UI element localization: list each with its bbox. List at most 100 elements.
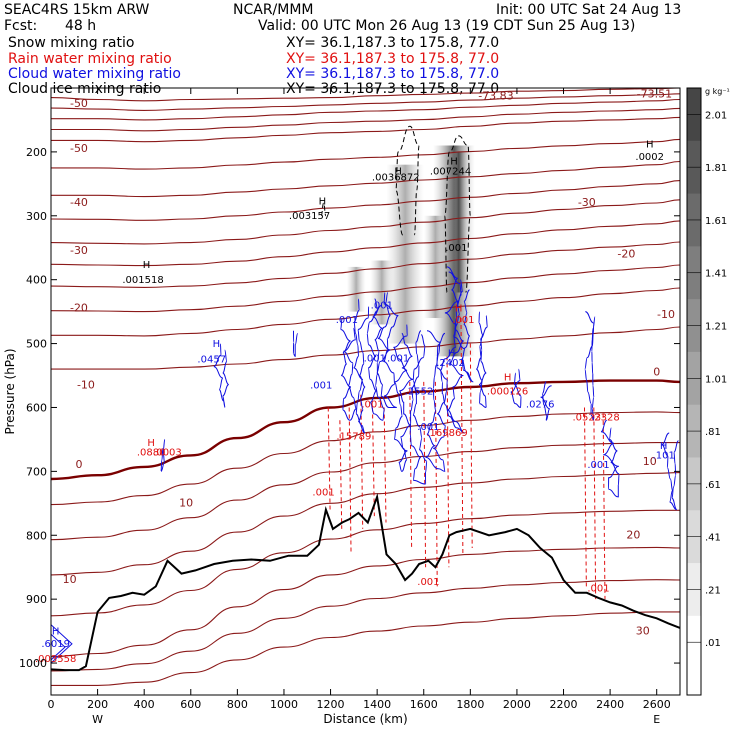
x-tick-label-8: 1600 xyxy=(410,698,438,711)
colorbar-frame xyxy=(686,87,702,696)
field-xy-cloud-ice: XY= 36.1,187.3 to 175.8, 77.0 xyxy=(286,81,500,97)
y-axis-label: Pressure (hPa) xyxy=(3,348,17,434)
rain-label-13: .001 xyxy=(417,577,439,588)
ice-label-6: H xyxy=(450,157,458,168)
cloud-label-16: .6019 xyxy=(41,639,70,650)
ice-label-4: H xyxy=(394,166,402,177)
isotherm-11 xyxy=(51,546,680,658)
forecast-hours: 48 h xyxy=(65,18,97,34)
temperature-contours xyxy=(51,88,680,686)
cloud-contour-0 xyxy=(340,317,357,421)
forecast-label: Fcst: xyxy=(4,18,38,34)
y-tick-label-4: 600 xyxy=(26,401,47,414)
init-time: Init: 00 UTC Sat 24 Aug 13 xyxy=(496,2,682,18)
field-name-snow: Snow mixing ratio xyxy=(8,35,135,51)
cloud-water-contours xyxy=(51,266,679,664)
isotherm-8 xyxy=(51,379,680,481)
rain-label-15: .003558 xyxy=(35,654,76,665)
rain-contours xyxy=(327,318,606,600)
snow-plume-2 xyxy=(449,151,469,293)
field-name-rain: Rain water mixing ratio xyxy=(8,51,172,67)
x-tick-label-12: 2400 xyxy=(596,698,624,711)
rain-shaft-9 xyxy=(446,356,450,568)
isotherm-9 xyxy=(51,411,680,506)
y-tick-label-6: 800 xyxy=(26,529,47,542)
y-tick-label-0: 200 xyxy=(26,146,47,159)
rain-label-6: .000126 xyxy=(487,387,528,398)
cloud-contour-8 xyxy=(453,279,474,383)
cloud-contour-9 xyxy=(475,311,488,408)
colorbar-label-10: .01 xyxy=(705,638,721,649)
rain-label-12: .001 xyxy=(312,488,334,499)
temp-label-3: -30 xyxy=(70,244,88,257)
cloud-label-15: H xyxy=(52,626,60,637)
cloud-label-5: .001 xyxy=(387,353,409,364)
isotherm-7 xyxy=(51,326,680,370)
rain-label-11: .0003 xyxy=(153,447,182,458)
cloud-label-10: .001 xyxy=(417,422,439,433)
model-name: SEAC4RS 15km ARW xyxy=(4,2,150,18)
temp-label-11: -10 xyxy=(657,308,675,321)
field-xy-cloud-water: XY= 36.1,187.3 to 175.8, 77.0 xyxy=(286,66,500,82)
temp-label-12: 0 xyxy=(653,366,660,379)
contour-labels: -50 -50 -40 -30 -20 -10 0 10 10 -30 -20 -10 0 10 20 30 -… xyxy=(35,88,675,665)
organization: NCAR/MMM xyxy=(233,2,314,18)
x-tick-label-2: 400 xyxy=(134,698,155,711)
cloud-contour-4 xyxy=(393,323,414,472)
rain-label-0: H xyxy=(455,304,463,315)
temp-label-1: -50 xyxy=(70,142,88,155)
cloud-contour-17 xyxy=(292,330,299,357)
isotherm-mid-11 xyxy=(51,579,680,672)
ice-label-0: H xyxy=(319,196,327,207)
rain-shaft-14 xyxy=(602,413,606,600)
isotherm-mid-1 xyxy=(51,107,680,132)
cloud-contour-7 xyxy=(439,266,466,434)
cloud-label-2: H xyxy=(213,339,221,350)
cloud-contour-14 xyxy=(661,432,679,511)
temp-label-5: -10 xyxy=(77,378,95,391)
rain-shaft-0 xyxy=(327,407,331,510)
isotherm-6 xyxy=(51,287,680,337)
ice-contour-0 xyxy=(395,125,420,236)
temp-label-4: -20 xyxy=(70,302,88,315)
rain-shaft-4 xyxy=(371,407,375,517)
rain-shaft-3 xyxy=(360,394,364,529)
temp-label-0: -50 xyxy=(70,97,88,110)
isotherm-3 xyxy=(51,160,680,198)
plot-frame xyxy=(50,87,681,696)
isotherm-mid-4 xyxy=(51,220,680,267)
ice-contour-1 xyxy=(444,135,471,293)
isotherm-2 xyxy=(51,116,680,143)
colorbar-label-7: .61 xyxy=(705,480,721,491)
field-name-cloud-water: Cloud water mixing ratio xyxy=(8,66,181,82)
x-axis-label: Distance (km) xyxy=(323,712,407,726)
colorbar: 2.01 1.81 1.61 1.41 1.21 1.01 .81 .61 .41 .21 .01 g… xyxy=(686,87,730,696)
field-xy-snow: XY= 36.1,187.3 to 175.8, 77.0 xyxy=(286,35,500,51)
cloud-label-14: .001 xyxy=(587,460,609,471)
rain-label-2: .001 xyxy=(361,399,383,410)
cloud-label-6: H xyxy=(448,348,456,359)
rain-label-14: .001 xyxy=(587,583,609,594)
rain-shaft-11 xyxy=(469,343,473,549)
terrain-profile xyxy=(51,492,680,672)
y-tick-label-3: 500 xyxy=(26,338,47,351)
ice-label-7: .007244 xyxy=(430,166,471,177)
x-tick-label-9: 1800 xyxy=(456,698,484,711)
cloud-label-13: .101 xyxy=(653,451,675,462)
cloud-contour-6 xyxy=(425,330,448,472)
cloud-label-12: H xyxy=(660,441,668,452)
temp-label-16: -73.83 xyxy=(478,90,513,103)
rain-shaft-13 xyxy=(593,407,597,600)
cloud-low-1 xyxy=(51,633,66,661)
rain-shaft-10 xyxy=(460,318,464,555)
isotherm-mid-0 xyxy=(51,93,680,111)
ice-label-3: .001518 xyxy=(122,275,163,286)
x-tick-label-11: 2200 xyxy=(550,698,578,711)
colorbar-label-2: 1.61 xyxy=(705,216,727,227)
rain-label-4: .169869 xyxy=(426,428,467,439)
terrain-line xyxy=(51,492,680,672)
cloud-contour-2 xyxy=(366,298,385,421)
x-tick-label-13: 2600 xyxy=(643,698,671,711)
cloud-contour-10 xyxy=(510,368,522,409)
snow-plume-4 xyxy=(346,266,366,312)
